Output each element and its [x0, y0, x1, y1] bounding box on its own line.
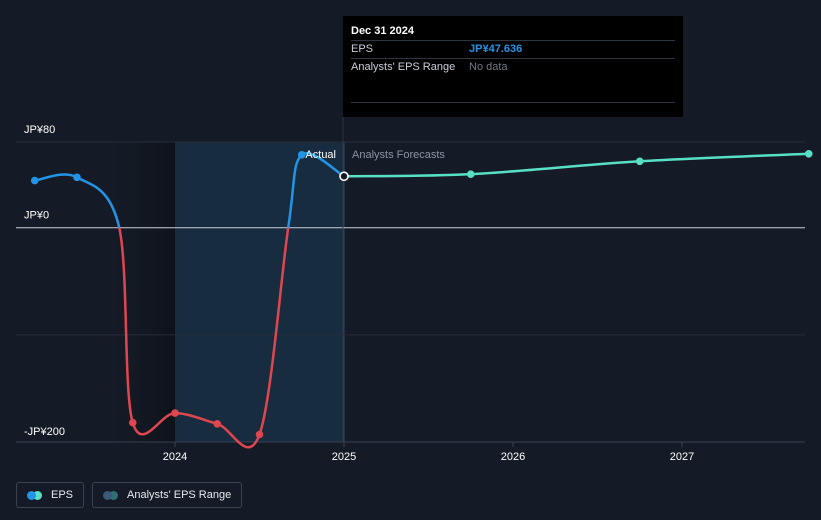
x-tick-label: 2027	[670, 451, 694, 463]
y-tick-label: JP¥80	[24, 124, 55, 136]
legend-range-label: Analysts' EPS Range	[127, 489, 232, 501]
past-shade	[100, 142, 175, 442]
actual-region	[175, 142, 344, 442]
eps-points	[30, 149, 813, 439]
eps-line-positive	[34, 151, 345, 228]
range-legend-icon	[103, 490, 119, 500]
tooltip-eps-row: EPS JP¥47.636	[351, 40, 675, 58]
eps-line-negative	[117, 227, 290, 449]
x-tick-label: 2025	[332, 451, 356, 463]
forecast-point[interactable]	[466, 170, 475, 178]
y-axis-labels: JP¥80 JP¥0 -JP¥200	[24, 124, 65, 438]
tooltip-range-value: No data	[469, 61, 508, 73]
actual-label: Actual	[305, 149, 336, 161]
legend-eps-label: EPS	[51, 489, 74, 501]
forecast-line	[343, 152, 809, 178]
x-tick-label: 2024	[163, 451, 187, 463]
eps-legend-icon	[27, 490, 43, 500]
tooltip-divider	[351, 102, 675, 103]
legend-eps[interactable]: EPS	[16, 482, 85, 508]
tooltip-eps-value: JP¥47.636	[469, 43, 523, 55]
tooltip-range-label: Analysts' EPS Range	[351, 61, 456, 73]
eps-point[interactable]	[128, 418, 137, 427]
y-tick-label: JP¥0	[24, 210, 49, 222]
tooltip-range-row: Analysts' EPS Range No data	[351, 58, 675, 76]
y-tick-label: -JP¥200	[24, 426, 65, 438]
forecast-point[interactable]	[804, 149, 813, 158]
eps-point[interactable]	[171, 409, 179, 417]
eps-lines	[34, 151, 809, 449]
forecast-point[interactable]	[635, 157, 644, 166]
legend: EPS Analysts' EPS Range	[16, 482, 243, 508]
legend-eps-range[interactable]: Analysts' EPS Range	[92, 482, 243, 508]
gridlines	[16, 141, 805, 443]
eps-point[interactable]	[213, 419, 222, 428]
tooltip-date: Dec 31 2024	[351, 25, 414, 37]
hovered-point[interactable]	[339, 171, 349, 182]
eps-point[interactable]	[297, 151, 306, 159]
x-axis-ticks: 2024 2025 2026 2027	[163, 442, 694, 463]
tooltip: Dec 31 2024 EPS JP¥47.636 Analysts' EPS …	[343, 16, 683, 117]
eps-point[interactable]	[73, 173, 81, 182]
x-tick-label: 2026	[501, 451, 525, 463]
eps-point[interactable]	[255, 430, 264, 439]
eps-point[interactable]	[30, 176, 39, 185]
forecast-label: Analysts Forecasts	[352, 149, 445, 161]
tooltip-eps-label: EPS	[351, 43, 374, 55]
